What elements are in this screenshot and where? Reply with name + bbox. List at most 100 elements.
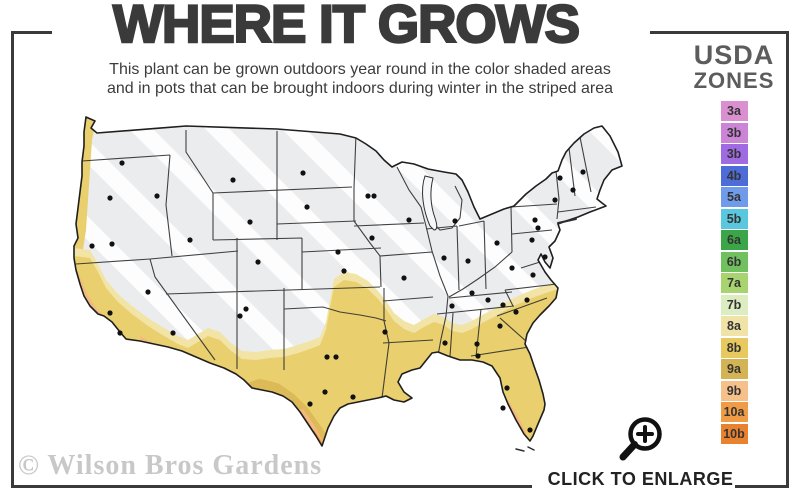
city-dot bbox=[535, 225, 541, 231]
city-dot bbox=[154, 193, 160, 199]
state-borders bbox=[75, 130, 597, 399]
city-dot bbox=[524, 297, 530, 303]
zone-region-txtip-orange bbox=[314, 430, 324, 446]
frame-bottom-right bbox=[735, 485, 789, 488]
city-dot bbox=[255, 259, 261, 265]
legend-zone-item: 9b bbox=[720, 380, 748, 401]
city-dot bbox=[333, 354, 339, 360]
city-dot bbox=[557, 175, 563, 181]
legend-zone-item: 5b bbox=[720, 208, 748, 229]
legend-zone-item: 3b bbox=[720, 122, 748, 143]
city-dot bbox=[529, 237, 535, 243]
city-dot bbox=[247, 219, 253, 225]
legend-zone-item: 9a bbox=[720, 359, 748, 379]
legend-zone-item: 10a bbox=[720, 402, 748, 422]
magnifier-zoom-icon[interactable] bbox=[609, 407, 673, 467]
frame-bottom-left bbox=[11, 485, 532, 488]
florida-keys bbox=[515, 446, 535, 452]
city-dot bbox=[452, 218, 458, 224]
city-dot bbox=[527, 427, 533, 433]
city-dot bbox=[513, 309, 519, 315]
city-dot bbox=[107, 195, 113, 201]
usda-zones-legend: USDA ZONES 3a 3b 3b 4b 5a 5b 6a 6b 7a 7b 8a 8b 9a 9b 1… bbox=[693, 42, 775, 445]
city-dot bbox=[187, 237, 193, 243]
city-dot bbox=[552, 197, 558, 203]
city-dot bbox=[532, 217, 538, 223]
city-dot bbox=[382, 329, 388, 335]
city-dot bbox=[307, 401, 313, 407]
lake-michigan bbox=[422, 175, 438, 231]
city-dot bbox=[322, 389, 328, 395]
city-dot bbox=[441, 255, 447, 261]
city-dot bbox=[494, 240, 500, 246]
legend-zone-item: 4b bbox=[720, 165, 748, 186]
city-dot bbox=[570, 187, 576, 193]
city-dot bbox=[542, 254, 548, 260]
city-dot bbox=[509, 265, 515, 271]
watermark: © Wilson Bros Gardens bbox=[18, 450, 323, 481]
legend-zone-item: 7a bbox=[720, 273, 748, 293]
subtitle-line-1: This plant can be grown outdoors year ro… bbox=[109, 61, 611, 78]
city-dot bbox=[145, 289, 151, 295]
city-dot bbox=[406, 217, 412, 223]
usda-zone-map[interactable] bbox=[56, 102, 680, 474]
city-dot bbox=[109, 241, 115, 247]
city-dots bbox=[89, 160, 586, 433]
magnifier-handle bbox=[619, 441, 638, 461]
city-dot bbox=[580, 169, 586, 175]
frame-right bbox=[786, 31, 789, 488]
city-dot bbox=[475, 353, 481, 359]
city-dot bbox=[485, 297, 491, 303]
city-dot bbox=[504, 385, 510, 391]
city-dot bbox=[119, 160, 125, 166]
city-dot bbox=[107, 310, 113, 316]
city-dot bbox=[230, 177, 236, 183]
frame-left bbox=[11, 31, 14, 488]
city-dot bbox=[117, 330, 123, 336]
city-dot bbox=[350, 394, 356, 400]
city-dot bbox=[449, 303, 455, 309]
city-dot bbox=[89, 243, 95, 249]
city-dot bbox=[324, 354, 330, 360]
city-dot bbox=[341, 268, 347, 274]
long-island bbox=[557, 218, 577, 224]
frame-top-right bbox=[650, 31, 789, 34]
city-dot bbox=[304, 204, 310, 210]
legend-zone-item: 3b bbox=[720, 144, 748, 164]
plus-glyph bbox=[636, 425, 654, 443]
click-to-enlarge-label[interactable]: CLICK TO ENLARGE bbox=[547, 469, 734, 489]
city-dot bbox=[465, 258, 471, 264]
city-dot bbox=[497, 323, 503, 329]
legend-zone-item: 8b bbox=[720, 337, 748, 358]
city-dot bbox=[365, 193, 371, 199]
city-dot bbox=[237, 313, 243, 319]
legend-zone-item: 10b bbox=[720, 423, 748, 444]
city-dot bbox=[243, 306, 249, 312]
city-dot bbox=[371, 193, 377, 199]
city-dot bbox=[500, 405, 506, 411]
city-dot bbox=[170, 330, 176, 336]
page-title: WHERE IT GROWS bbox=[112, 0, 581, 54]
legend-zone-list: 3a 3b 3b 4b 5a 5b 6a 6b 7a 7b 8a 8b 9a 9b 10a 10b bbox=[693, 101, 775, 444]
legend-zone-item: 7b bbox=[720, 294, 748, 315]
city-dot bbox=[530, 272, 536, 278]
legend-zone-item: 6a bbox=[720, 230, 748, 250]
legend-title-usda: USDA bbox=[693, 40, 775, 70]
legend-zone-item: 8a bbox=[720, 316, 748, 336]
frame-top-left bbox=[11, 31, 52, 34]
city-dot bbox=[369, 235, 375, 241]
city-dot bbox=[300, 170, 306, 176]
city-dot bbox=[474, 341, 480, 347]
legend-zone-item: 6b bbox=[720, 251, 748, 272]
subtitle: This plant can be grown outdoors year ro… bbox=[30, 60, 690, 98]
city-dot bbox=[442, 340, 448, 346]
city-dot bbox=[500, 302, 506, 308]
legend-title-zones: ZONES bbox=[693, 68, 775, 93]
legend-zone-item: 3a bbox=[720, 101, 748, 121]
city-dot bbox=[401, 275, 407, 281]
legend-zone-item: 5a bbox=[720, 187, 748, 207]
city-dot bbox=[335, 249, 341, 255]
city-dot bbox=[469, 290, 475, 296]
subtitle-line-2: and in pots that can be brought indoors … bbox=[106, 80, 614, 97]
